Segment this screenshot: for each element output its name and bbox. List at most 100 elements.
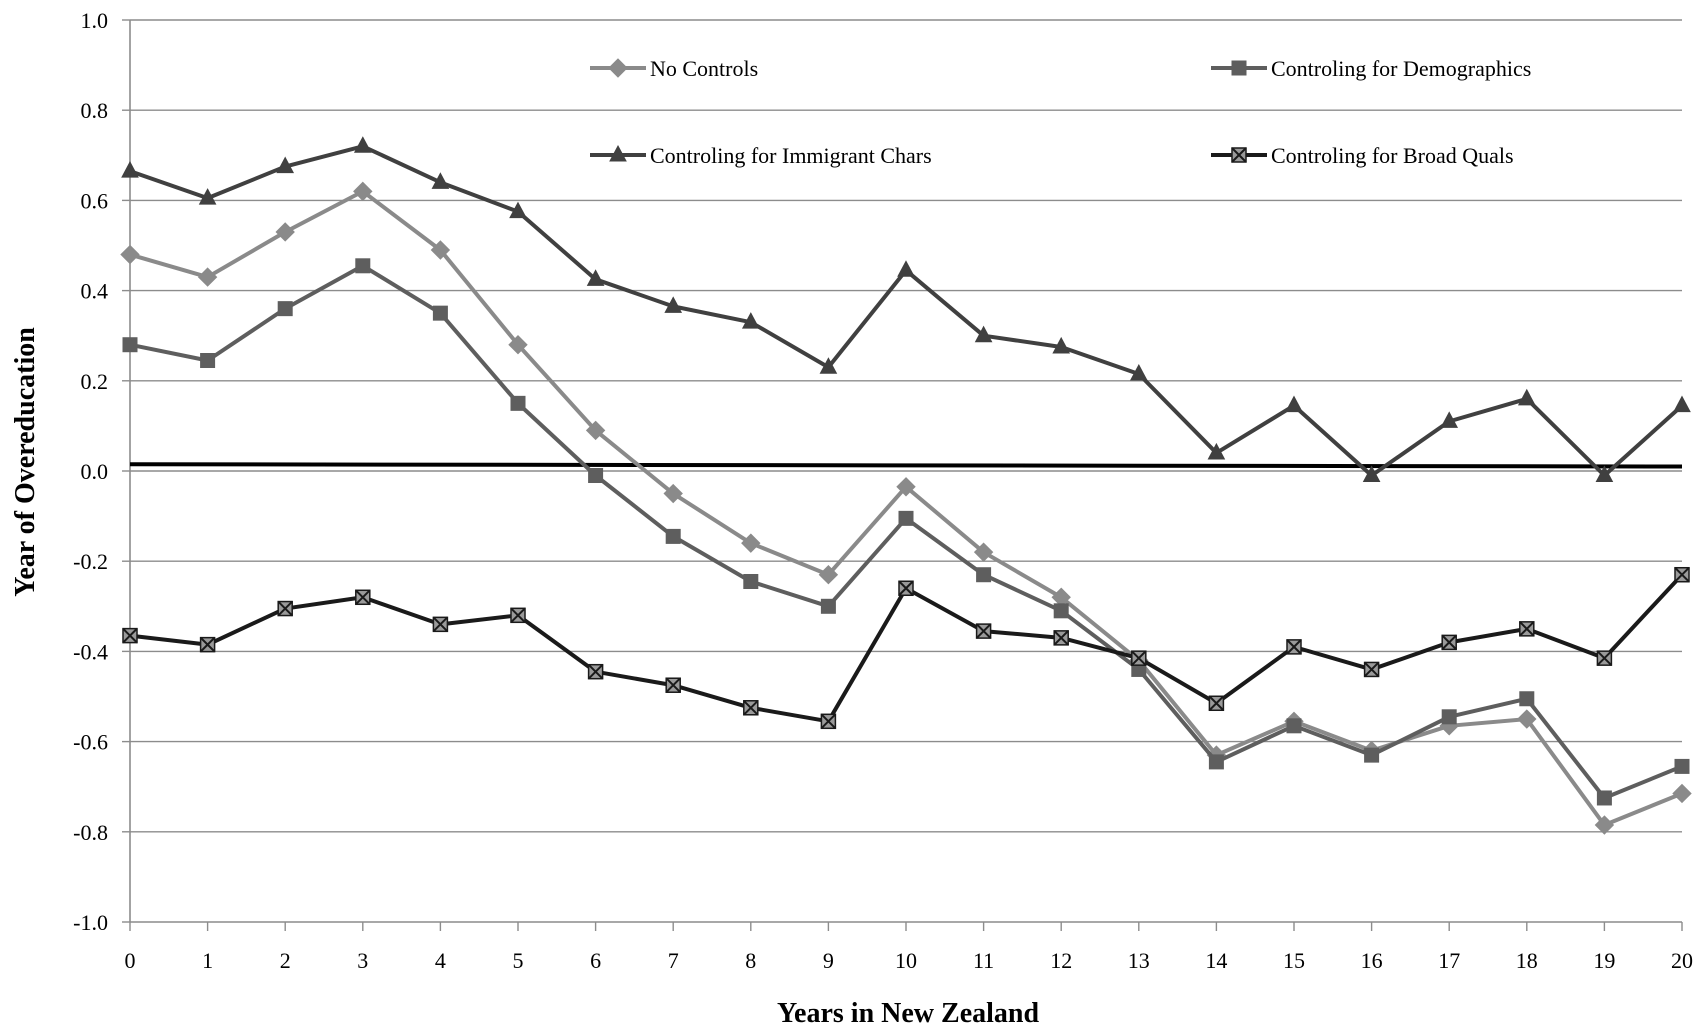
- data-point: [1364, 747, 1380, 763]
- y-tick-label: 0.0: [81, 459, 109, 484]
- legend: No Controls Controling for Demographics Co…: [590, 56, 1531, 168]
- data-point: [1441, 709, 1457, 725]
- data-point: [509, 201, 527, 219]
- y-tick-label: -0.6: [73, 730, 108, 755]
- data-point: [741, 533, 761, 553]
- data-point: [898, 510, 914, 526]
- data-point: [1131, 650, 1147, 666]
- x-tick-label: 12: [1050, 948, 1072, 973]
- data-point: [1441, 634, 1457, 651]
- data-point: [974, 325, 993, 343]
- data-point: [121, 161, 139, 178]
- x-tick-label: 20: [1671, 948, 1693, 973]
- data-point: [432, 305, 448, 321]
- data-point: [122, 337, 138, 353]
- y-tick-label: 0.8: [81, 98, 109, 123]
- x-tick-label: 19: [1593, 948, 1615, 973]
- y-tick-label: 0.6: [81, 188, 109, 213]
- y-tick-label: -0.4: [73, 639, 108, 664]
- x-tick-label: 8: [745, 948, 756, 973]
- data-point: [819, 357, 838, 374]
- data-point: [1440, 411, 1459, 428]
- data-point: [1129, 363, 1148, 381]
- data-point: [585, 420, 606, 441]
- data-point: [1208, 754, 1224, 770]
- x-tick-label: 2: [280, 948, 291, 973]
- data-point: [820, 598, 836, 614]
- data-point: [1286, 639, 1302, 655]
- data-point: [1595, 465, 1614, 483]
- x-tick-label: 16: [1361, 948, 1383, 973]
- data-point: [431, 172, 450, 189]
- y-tick-label: -0.2: [73, 549, 108, 574]
- data-point: [276, 156, 295, 174]
- data-point: [665, 528, 681, 544]
- data-point: [663, 483, 683, 504]
- data-point: [976, 567, 992, 583]
- y-tick-label: -0.8: [73, 820, 108, 845]
- data-point: [743, 573, 759, 589]
- y-tick-label: 1.0: [81, 8, 109, 33]
- x-tick-label: 15: [1283, 948, 1305, 973]
- x-tick-label: 14: [1205, 948, 1227, 973]
- data-point: [664, 296, 683, 313]
- series-controling-for-broad-quals: [122, 566, 1690, 730]
- data-point: [818, 565, 839, 585]
- x-tick-label: 6: [590, 948, 601, 973]
- data-point: [508, 335, 528, 355]
- data-point: [1207, 442, 1226, 460]
- data-point: [1519, 691, 1535, 707]
- legend-label: Controling for Demographics: [1271, 56, 1531, 81]
- legend-marker: [1231, 60, 1247, 76]
- data-point: [898, 580, 914, 597]
- data-point: [1517, 709, 1537, 729]
- x-tick-label: 10: [895, 948, 917, 973]
- data-point: [353, 136, 372, 153]
- data-point: [586, 269, 605, 286]
- data-point: [1053, 630, 1069, 646]
- data-point: [587, 663, 604, 680]
- x-tick-label: 3: [357, 948, 368, 973]
- legend-entry: Controling for Immigrant Chars: [590, 143, 932, 168]
- x-tick-label: 0: [125, 948, 136, 973]
- data-point: [820, 713, 837, 730]
- data-point: [973, 542, 994, 562]
- x-axis-title: Years in New Zealand: [777, 998, 1040, 1029]
- data-point: [1674, 566, 1690, 583]
- x-tick-label: 11: [973, 948, 994, 973]
- data-point: [510, 395, 526, 411]
- data-point: [975, 623, 992, 639]
- data-point: [510, 607, 526, 624]
- legend-marker: [608, 58, 628, 78]
- x-tick-label: 4: [435, 948, 446, 973]
- data-point: [1286, 718, 1302, 734]
- data-point: [588, 468, 604, 484]
- data-point: [1672, 783, 1692, 804]
- data-point: [1594, 815, 1615, 835]
- x-tick-label: 13: [1128, 948, 1150, 973]
- data-point: [199, 636, 216, 653]
- data-point: [430, 240, 451, 260]
- data-point: [1596, 790, 1612, 806]
- legend-marker: [1231, 147, 1247, 163]
- y-tick-label: 0.2: [81, 369, 109, 394]
- data-point: [355, 589, 371, 606]
- x-tick-label: 18: [1516, 948, 1538, 973]
- series-group: [120, 136, 1692, 835]
- legend-entry: Controling for Broad Quals: [1211, 143, 1514, 168]
- legend-label: Controling for Immigrant Chars: [650, 143, 932, 168]
- x-tick-label: 1: [202, 948, 213, 973]
- series-controling-for-immigrant-chars: [121, 136, 1691, 483]
- y-axis-title: Year of Overeducation: [10, 327, 41, 597]
- data-point: [1519, 621, 1535, 637]
- series-no-controls: [120, 181, 1692, 835]
- gridlines: [130, 19, 1682, 833]
- data-point: [353, 181, 373, 202]
- data-point: [897, 260, 915, 277]
- y-tick-label: -1.0: [73, 910, 108, 935]
- data-point: [120, 244, 140, 265]
- data-point: [1517, 388, 1536, 406]
- legend-entry: Controling for Demographics: [1211, 56, 1531, 81]
- data-point: [1208, 695, 1225, 712]
